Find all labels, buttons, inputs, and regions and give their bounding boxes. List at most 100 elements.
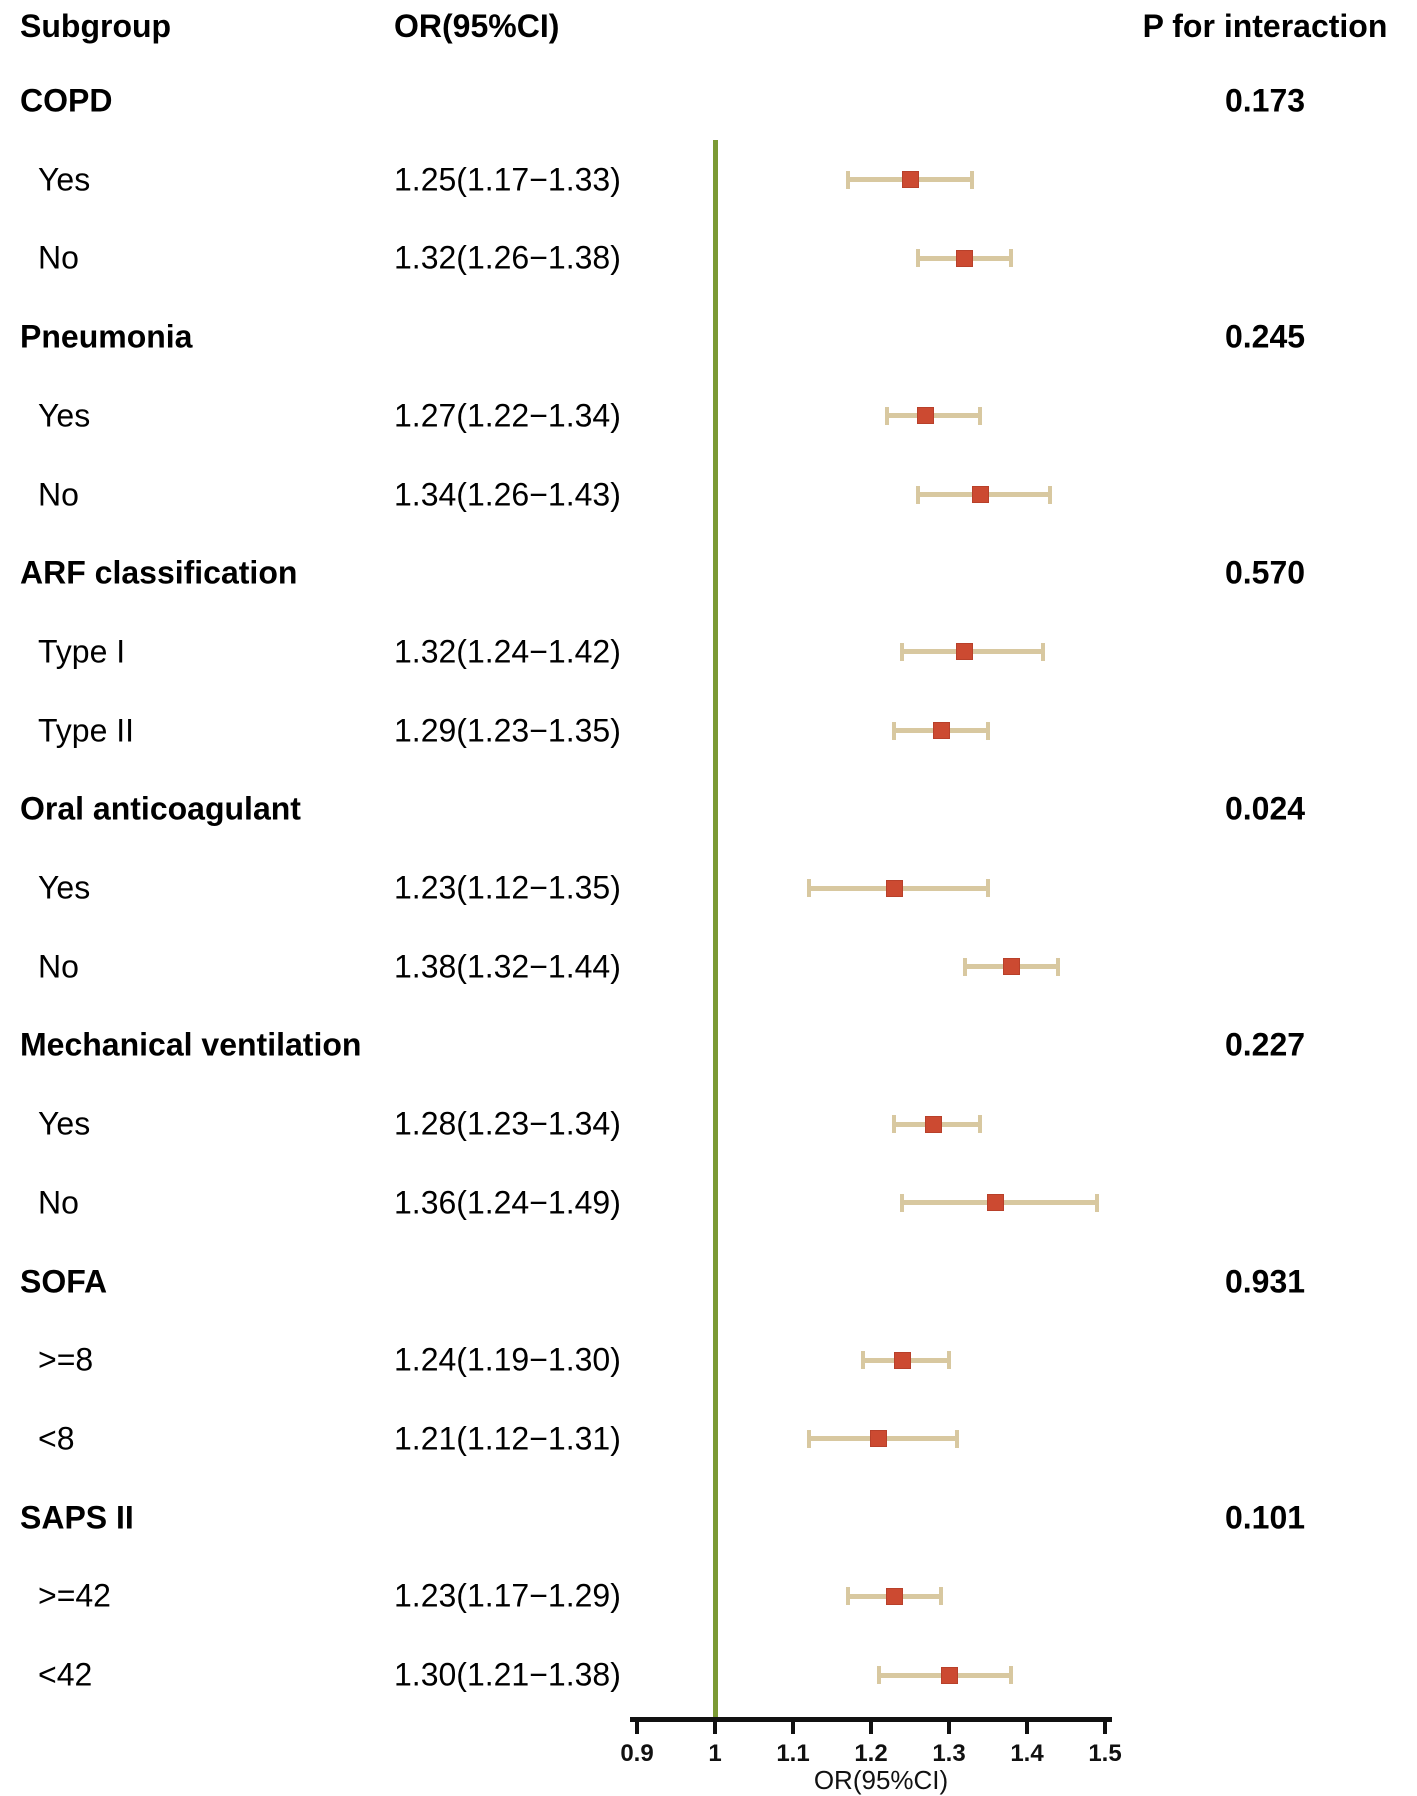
or-marker — [885, 879, 903, 897]
ci-cap-left — [900, 1193, 905, 1212]
ci-cap-right — [1048, 485, 1053, 504]
p-interaction-value: 0.931 — [1224, 1263, 1306, 1299]
ci-cap-left — [806, 1429, 811, 1448]
p-interaction-value: 0.101 — [1224, 1499, 1306, 1536]
subgroup-label: SOFA — [20, 1263, 108, 1299]
or-marker — [893, 1351, 911, 1369]
or-ci-value: 1.25(1.17−1.33) — [394, 161, 621, 198]
group-row: Oral anticoagulant 0.024 — [0, 770, 1417, 849]
item-row: <42 1.30(1.21−1.38) — [0, 1636, 1417, 1715]
item-row: >=8 1.24(1.19−1.30) — [0, 1321, 1417, 1400]
or-ci-value: 1.30(1.21−1.38) — [394, 1656, 621, 1693]
x-axis-tick — [1025, 1717, 1029, 1734]
subgroup-label: No — [38, 948, 79, 985]
item-row: No 1.32(1.26−1.38) — [0, 219, 1417, 298]
subgroup-label: No — [38, 476, 79, 512]
subgroup-label: Type II — [38, 712, 135, 749]
ci-cap-left — [900, 642, 905, 661]
x-axis-tick-label: 0.9 — [620, 1740, 654, 1767]
ci-cap-left — [915, 249, 920, 268]
ci-cap-left — [806, 879, 811, 897]
ci-cap-left — [861, 1351, 866, 1370]
or-ci-value: 1.21(1.12−1.31) — [394, 1420, 621, 1457]
ci-cap-left — [845, 170, 850, 189]
or-marker — [932, 722, 950, 740]
p-interaction-value: 0.024 — [1224, 790, 1306, 827]
subgroup-label: No — [38, 1184, 79, 1221]
subgroup-label: Yes — [38, 397, 91, 434]
item-row: Yes 1.27(1.22−1.34) — [0, 376, 1417, 455]
subgroup-label: COPD — [20, 82, 113, 119]
or-ci-value: 1.32(1.24−1.42) — [394, 633, 621, 670]
ci-cap-right — [1040, 642, 1045, 661]
subgroup-label: <42 — [38, 1656, 93, 1693]
subgroup-label: Yes — [38, 869, 91, 906]
x-axis-tick-label: 1.5 — [1088, 1740, 1122, 1767]
subgroup-label: SAPS II — [20, 1499, 134, 1536]
or-ci-value: 1.36(1.24−1.49) — [394, 1184, 621, 1221]
or-marker — [924, 1115, 942, 1133]
or-ci-value: 1.32(1.26−1.38) — [394, 239, 621, 276]
x-axis-tick-label: 1.1 — [776, 1740, 810, 1767]
group-row: SAPS II 0.101 — [0, 1478, 1417, 1557]
group-row: Pneumonia 0.245 — [0, 298, 1417, 377]
or-ci-value: 1.28(1.23−1.34) — [394, 1105, 621, 1142]
ci-cap-left — [962, 957, 967, 976]
column-header-or-ci: OR(95%CI) — [394, 8, 560, 44]
group-row: ARF classification 0.570 — [0, 534, 1417, 613]
item-row: >=42 1.23(1.17−1.29) — [0, 1557, 1417, 1636]
or-marker — [956, 643, 974, 661]
ci-cap-right — [954, 1429, 959, 1448]
ci-cap-left — [845, 1587, 850, 1606]
item-row: Type I 1.32(1.24−1.42) — [0, 612, 1417, 691]
p-interaction-value: 0.227 — [1224, 1026, 1306, 1063]
ci-cap-right — [1009, 249, 1014, 268]
x-axis-tick — [1103, 1717, 1107, 1734]
subgroup-label: >=8 — [38, 1341, 94, 1378]
subgroup-label: Yes — [38, 1105, 91, 1142]
ci-cap-right — [939, 1587, 944, 1606]
or-marker — [971, 486, 989, 503]
ci-cap-left — [915, 485, 920, 504]
or-ci-value: 1.23(1.12−1.35) — [394, 869, 621, 906]
group-row: COPD 0.173 — [0, 62, 1417, 141]
x-axis-tick-label: 1.4 — [1010, 1740, 1044, 1767]
item-row: No 1.36(1.24−1.49) — [0, 1163, 1417, 1242]
ci-cap-right — [978, 406, 983, 425]
or-marker — [885, 1587, 903, 1605]
column-header-subgroup: Subgroup — [20, 8, 172, 44]
ci-cap-left — [892, 721, 897, 740]
x-axis-title: OR(95%CI) — [813, 1765, 949, 1795]
item-row: No 1.38(1.32−1.44) — [0, 927, 1417, 1006]
or-marker — [940, 1666, 958, 1684]
x-axis-tick — [869, 1717, 873, 1734]
or-ci-value: 1.29(1.23−1.35) — [394, 712, 621, 749]
item-row: Yes 1.25(1.17−1.33) — [0, 140, 1417, 219]
subgroup-label: Oral anticoagulant — [20, 790, 301, 827]
subgroup-label: Mechanical ventilation — [20, 1026, 362, 1063]
ci-cap-right — [986, 721, 990, 740]
x-axis-tick — [791, 1717, 795, 1734]
or-marker — [1002, 958, 1020, 976]
ci-cap-right — [986, 879, 990, 897]
ci-cap-right — [1009, 1666, 1014, 1684]
ci-cap-right — [1056, 957, 1061, 976]
x-axis-tick-label: 1.2 — [854, 1740, 888, 1767]
group-row: SOFA 0.931 — [0, 1242, 1417, 1321]
or-ci-value: 1.27(1.22−1.34) — [394, 397, 621, 434]
p-interaction-value: 0.245 — [1224, 318, 1306, 355]
p-interaction-value: 0.173 — [1224, 82, 1306, 119]
ci-cap-right — [1095, 1193, 1100, 1212]
or-ci-value: 1.38(1.32−1.44) — [394, 948, 621, 985]
or-ci-value: 1.34(1.26−1.43) — [394, 476, 621, 512]
item-row: Yes 1.28(1.23−1.34) — [0, 1085, 1417, 1164]
ci-cap-right — [947, 1351, 951, 1370]
ci-cap-left — [884, 406, 889, 425]
item-row: <8 1.21(1.12−1.31) — [0, 1399, 1417, 1478]
x-axis-tick — [713, 1717, 717, 1734]
or-marker — [987, 1194, 1005, 1212]
ci-cap-left — [892, 1115, 897, 1134]
item-row: No 1.34(1.26−1.43) — [0, 455, 1417, 534]
x-axis-tick — [635, 1717, 639, 1734]
